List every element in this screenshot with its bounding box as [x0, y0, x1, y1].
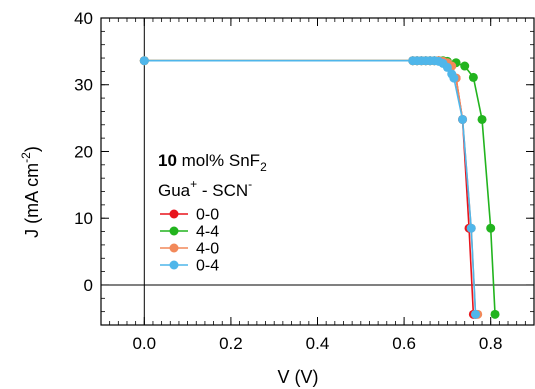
- legend-swatch-marker: [170, 261, 179, 270]
- data-point: [478, 115, 487, 124]
- legend-item-4-4: 4-4: [160, 224, 219, 241]
- y-axis-label-close: ): [22, 146, 42, 152]
- data-point: [486, 224, 495, 233]
- ticks: [101, 18, 534, 325]
- data-point: [449, 74, 458, 83]
- y-tick-label: 10: [74, 209, 93, 228]
- legend-label: 0-4: [196, 258, 219, 275]
- y-tick-label: 30: [74, 76, 93, 95]
- annotation-concentration: 10: [158, 151, 177, 170]
- y-tick-label: 40: [74, 9, 93, 28]
- y-tick-label: 20: [74, 142, 93, 161]
- y-axis-label-base: J (mA cm: [22, 163, 42, 238]
- annotation-sub: 2: [260, 160, 267, 174]
- y-axis-label-sup: -2: [19, 152, 33, 163]
- data-point: [458, 115, 467, 124]
- annotation-anion: - SCN: [197, 181, 248, 200]
- data-point: [491, 310, 500, 319]
- annotation-line2: Gua+ - SCN-: [158, 177, 252, 200]
- reference-lines: [101, 18, 534, 325]
- annotation-compound: mol% SnF: [177, 151, 260, 170]
- legend-item-0-4: 0-4: [160, 258, 219, 275]
- annotation-cation-sup: +: [190, 177, 197, 191]
- legend-item-4-0: 4-0: [160, 241, 219, 258]
- x-tick-label: 0.0: [132, 334, 156, 353]
- data-point: [467, 224, 476, 233]
- annotation: 10 mol% SnF2 Gua+ - SCN-: [158, 151, 267, 200]
- data-point: [140, 56, 149, 65]
- x-tick-label: 0.8: [479, 334, 503, 353]
- data-point: [460, 62, 469, 71]
- annotation-line1: 10 mol% SnF2: [158, 151, 267, 174]
- legend-swatch-marker: [170, 227, 179, 236]
- data-point: [471, 310, 480, 319]
- y-axis-label: J (mA cm-2): [19, 146, 42, 238]
- data-point: [469, 73, 478, 82]
- legend-item-0-0: 0-0: [160, 207, 219, 224]
- x-tick-label: 0.4: [306, 334, 330, 353]
- y-tick-label: 0: [84, 276, 93, 295]
- annotation-anion-sup: -: [248, 177, 252, 191]
- x-tick-label: 0.6: [392, 334, 416, 353]
- annotation-cation: Gua: [158, 181, 191, 200]
- legend-label: 0-0: [196, 207, 219, 224]
- x-axis-label: V (V): [277, 367, 318, 387]
- legend-swatch-marker: [170, 210, 179, 219]
- legend-label: 4-4: [196, 224, 219, 241]
- legend: 0-04-44-00-4: [160, 207, 219, 275]
- legend-label: 4-0: [196, 241, 219, 258]
- legend-swatch-marker: [170, 244, 179, 253]
- plot-frame: [101, 18, 534, 325]
- x-tick-label: 0.2: [219, 334, 243, 353]
